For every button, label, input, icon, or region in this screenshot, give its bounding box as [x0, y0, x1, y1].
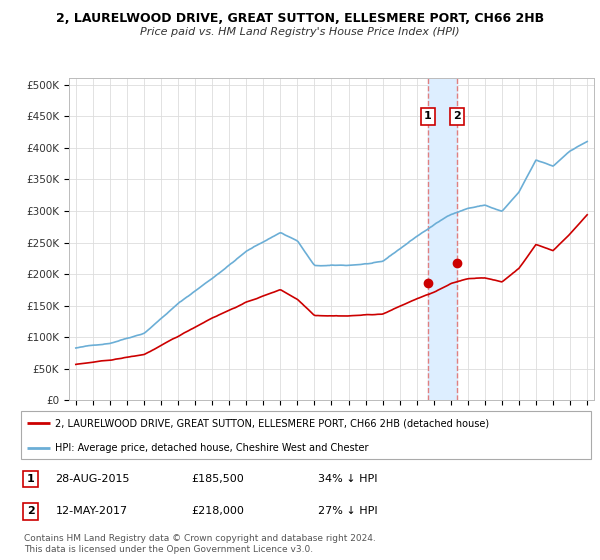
Text: £185,500: £185,500 — [191, 474, 244, 484]
Text: 1: 1 — [26, 474, 34, 484]
Text: Contains HM Land Registry data © Crown copyright and database right 2024.
This d: Contains HM Land Registry data © Crown c… — [24, 534, 376, 554]
FancyBboxPatch shape — [21, 412, 591, 459]
Text: £218,000: £218,000 — [191, 506, 244, 516]
Text: 2, LAURELWOOD DRIVE, GREAT SUTTON, ELLESMERE PORT, CH66 2HB: 2, LAURELWOOD DRIVE, GREAT SUTTON, ELLES… — [56, 12, 544, 25]
Text: Price paid vs. HM Land Registry's House Price Index (HPI): Price paid vs. HM Land Registry's House … — [140, 27, 460, 37]
Text: 27% ↓ HPI: 27% ↓ HPI — [317, 506, 377, 516]
Text: 34% ↓ HPI: 34% ↓ HPI — [317, 474, 377, 484]
Text: HPI: Average price, detached house, Cheshire West and Chester: HPI: Average price, detached house, Ches… — [55, 442, 369, 452]
Bar — [428, 78, 457, 400]
Text: 1: 1 — [424, 111, 432, 122]
Text: 2, LAURELWOOD DRIVE, GREAT SUTTON, ELLESMERE PORT, CH66 2HB (detached house): 2, LAURELWOOD DRIVE, GREAT SUTTON, ELLES… — [55, 418, 490, 428]
Text: 2: 2 — [453, 111, 461, 122]
Text: 2: 2 — [26, 506, 34, 516]
Text: 12-MAY-2017: 12-MAY-2017 — [55, 506, 128, 516]
Text: 28-AUG-2015: 28-AUG-2015 — [55, 474, 130, 484]
